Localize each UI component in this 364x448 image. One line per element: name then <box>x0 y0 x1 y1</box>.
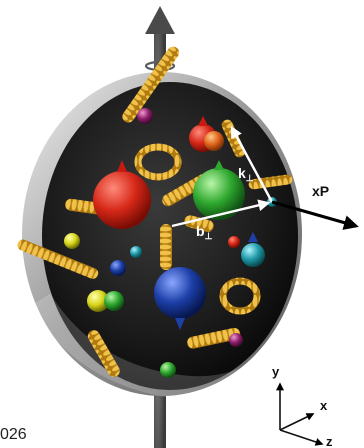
corner-text: 026 <box>0 426 27 443</box>
quark-magenta <box>137 108 153 124</box>
gluon <box>248 174 293 190</box>
gluon-loop <box>134 143 182 181</box>
quark-spin-arrows <box>117 116 258 330</box>
axis-x-label: x <box>320 398 328 413</box>
spin-down-arrow-icon <box>175 318 185 330</box>
gluon <box>160 224 172 270</box>
gluon <box>87 330 120 377</box>
k-perp-label: k⊥ <box>238 165 254 183</box>
quark-green <box>193 168 245 220</box>
gluon <box>187 327 241 349</box>
vectors <box>171 125 359 230</box>
spin-up-arrow-icon <box>248 232 258 242</box>
xP-arrow <box>271 200 359 230</box>
k-perp-arrow <box>230 125 274 203</box>
axis-y-label: y <box>272 364 280 379</box>
quark-blue <box>154 267 206 319</box>
spin-arrowhead-icon <box>145 6 175 34</box>
quark-teal <box>130 246 142 258</box>
axis-z-label: z <box>326 434 333 448</box>
quark-yellow-small <box>64 233 80 249</box>
quarks <box>64 108 277 378</box>
gluon <box>122 46 180 123</box>
quark-cyan <box>241 243 265 267</box>
xP-label: xP <box>312 183 329 199</box>
coordinate-axes <box>276 382 324 446</box>
spin-up-arrow-icon <box>198 116 208 126</box>
b-perp-label: b⊥ <box>196 223 213 241</box>
quark-yellow <box>87 290 109 312</box>
gluon <box>184 215 214 233</box>
quark-green-bottom <box>160 362 176 378</box>
b-perp-arrow <box>171 199 271 228</box>
quark-magenta-bottom <box>229 333 243 347</box>
quark-orange <box>204 131 224 151</box>
quark-red <box>93 171 151 229</box>
gluon <box>17 239 99 279</box>
spin-up-arrow-icon <box>214 160 224 170</box>
spin-up-arrow-icon <box>117 160 127 172</box>
gluon-loop <box>219 277 261 315</box>
quark-green-small <box>104 291 124 311</box>
quark-red-tiny <box>228 236 240 248</box>
quark-blue-small <box>110 260 126 276</box>
